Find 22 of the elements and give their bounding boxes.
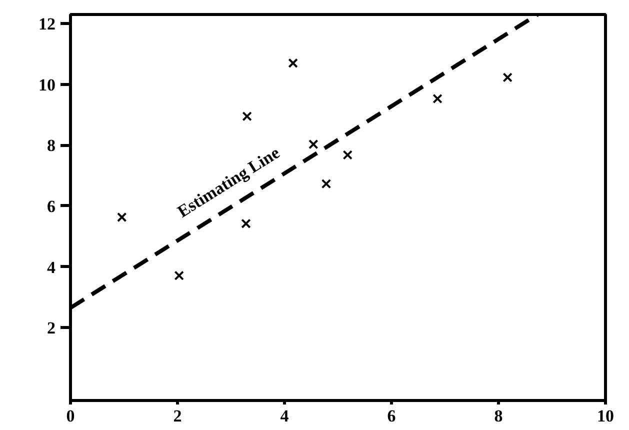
x-tick-label: 6: [387, 406, 396, 426]
x-tick-label: 0: [66, 406, 75, 426]
point: [432, 94, 442, 104]
y-tick-label: 10: [38, 75, 56, 94]
point: [288, 58, 298, 68]
x-tick-label: 8: [494, 406, 503, 426]
point: [342, 150, 353, 160]
x-tick-label: 2: [173, 406, 182, 426]
point: [241, 218, 251, 228]
point: [174, 270, 184, 280]
x-tick-label: 10: [597, 406, 614, 426]
point: [242, 111, 252, 122]
y-tick-label: 2: [47, 318, 56, 338]
y-tick-label: 6: [47, 196, 56, 216]
point: [116, 212, 127, 222]
y-tick-label: 12: [38, 14, 56, 34]
point: [502, 72, 512, 82]
point: [308, 139, 318, 150]
x-tick-label: 4: [280, 406, 290, 426]
y-tick-label: 8: [47, 136, 56, 156]
y-tick-label: 4: [47, 258, 56, 277]
point: [321, 178, 332, 189]
